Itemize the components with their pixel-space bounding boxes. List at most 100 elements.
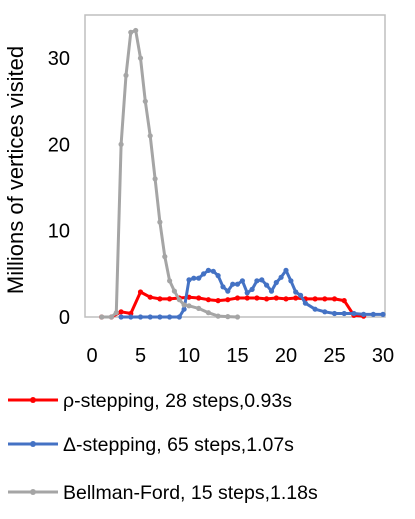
data-point — [186, 303, 192, 309]
data-point — [278, 274, 284, 280]
data-point — [167, 314, 173, 320]
legend-label: Bellman-Ford, 15 steps,1.18s — [63, 482, 318, 504]
data-point — [205, 267, 211, 273]
data-point — [118, 309, 124, 315]
data-point — [331, 310, 338, 317]
data-point — [312, 296, 318, 302]
data-point — [196, 295, 202, 301]
series-lines — [99, 27, 386, 320]
data-point — [108, 314, 114, 320]
data-point — [254, 295, 260, 301]
data-point — [147, 294, 153, 300]
x-tick-label: 10 — [178, 345, 200, 367]
data-point — [288, 278, 294, 284]
data-point — [273, 295, 279, 301]
data-point — [322, 296, 328, 302]
series-1 — [118, 267, 386, 320]
data-point — [312, 306, 318, 312]
data-point — [264, 282, 270, 288]
y-tick-label: 20 — [48, 134, 70, 156]
data-point — [137, 314, 144, 320]
data-point — [244, 295, 250, 301]
data-point — [283, 267, 289, 273]
series-2 — [99, 27, 241, 320]
data-point — [322, 309, 328, 315]
legend-swatch-marker — [30, 397, 36, 403]
data-point — [341, 298, 347, 304]
data-point — [205, 297, 211, 303]
data-point — [259, 277, 265, 283]
data-point — [215, 313, 221, 319]
x-tick-label: 30 — [372, 345, 394, 367]
data-point — [201, 271, 207, 277]
x-tick-label: 15 — [226, 345, 248, 367]
data-point — [137, 55, 144, 61]
data-point — [268, 288, 275, 294]
data-point — [176, 297, 182, 303]
data-point — [196, 275, 202, 281]
data-point — [331, 296, 338, 302]
data-point — [181, 302, 187, 308]
data-point — [157, 219, 163, 225]
y-tick-label: 0 — [59, 307, 70, 329]
y-tick-label: 30 — [48, 48, 70, 70]
data-point — [244, 290, 250, 296]
data-point — [210, 268, 216, 274]
series-0 — [99, 289, 367, 320]
data-point — [225, 297, 231, 303]
data-point — [302, 300, 308, 306]
data-point — [264, 296, 270, 302]
data-point — [351, 310, 357, 317]
data-point — [293, 289, 299, 295]
x-tick-label: 0 — [86, 345, 97, 367]
x-tick-label: 5 — [135, 345, 146, 367]
x-tick-label: 20 — [275, 345, 297, 367]
data-point — [254, 278, 260, 284]
data-point — [128, 314, 134, 320]
data-point — [142, 98, 148, 104]
data-point — [225, 288, 231, 294]
data-point — [273, 279, 279, 286]
data-point — [113, 310, 119, 316]
data-point — [128, 29, 134, 35]
data-point — [157, 314, 163, 320]
data-point — [205, 310, 211, 316]
data-point — [341, 310, 347, 317]
data-point — [147, 314, 153, 320]
data-point — [215, 298, 221, 304]
plot-frame — [84, 14, 386, 318]
series-line — [100, 290, 366, 319]
data-point — [230, 281, 236, 287]
data-point — [234, 295, 241, 301]
legend-label: Δ-stepping, 65 steps,1.07s — [63, 434, 294, 456]
series-line — [119, 268, 385, 319]
legend-item: Bellman-Ford, 15 steps,1.18s — [8, 482, 318, 504]
data-point — [118, 314, 124, 320]
data-point — [118, 141, 124, 147]
data-point — [186, 277, 192, 283]
data-point — [191, 275, 197, 281]
legend-item: Δ-stepping, 65 steps,1.07s — [8, 434, 294, 456]
data-point — [167, 296, 173, 302]
data-point — [249, 286, 255, 292]
data-point — [196, 305, 202, 311]
data-point — [370, 311, 376, 317]
data-point — [225, 314, 231, 320]
data-point — [167, 278, 173, 284]
data-point — [152, 176, 158, 182]
legend: ρ-stepping, 28 steps,0.93s Δ-stepping, 65… — [8, 390, 318, 504]
data-point — [239, 278, 245, 284]
data-point — [234, 281, 241, 287]
x-tick-label: 25 — [323, 345, 345, 367]
y-tick-label: 10 — [48, 221, 70, 243]
data-point — [283, 296, 289, 302]
data-point — [99, 314, 105, 320]
data-point — [157, 296, 163, 302]
data-point — [298, 292, 304, 298]
data-point — [171, 288, 177, 294]
data-point — [162, 254, 168, 260]
data-point — [293, 295, 299, 301]
y-tick-labels: 0 10 20 30 — [48, 48, 70, 329]
data-point — [133, 27, 139, 34]
legend-swatch-marker — [30, 489, 36, 495]
